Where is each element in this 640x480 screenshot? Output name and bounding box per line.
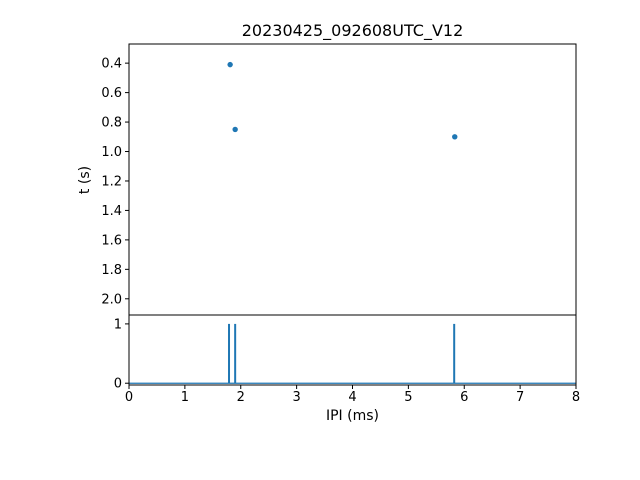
y-tick-label: 0.8 [101,116,122,131]
y-tick-label: 1.2 [101,174,122,189]
x-tick-label: 8 [572,390,580,405]
x-tick-label: 1 [181,390,189,405]
bottom-axes-frame [128,314,577,386]
y-tick-label: 2.0 [101,292,122,307]
x-tick-label: 4 [348,390,356,405]
chart-title: 20230425_092608UTC_V12 [241,21,464,40]
x-tick-label: 3 [292,390,300,405]
y-tick-label: 1.8 [101,263,122,278]
scatter-point [227,61,233,68]
y-tick-label: 0.6 [101,86,122,101]
x-tick-label: 2 [237,390,245,405]
x-tick-label: 7 [516,390,524,405]
x-tick-label: 5 [404,390,412,405]
scatter-point [232,126,238,133]
scatter-point [452,134,458,140]
x-tick-label: 0 [125,390,133,405]
x-tick-label: 6 [460,390,468,405]
y-tick-label: 1 [114,317,122,332]
y-tick-label: 1.4 [101,204,122,219]
y-tick-label: 1.6 [101,233,122,248]
y-tick-label: 0 [114,377,122,392]
top-axes-frame [128,43,577,316]
y-tick-label: 1.0 [101,145,122,160]
y-tick-label: 0.4 [101,57,122,72]
x-axis-label: IPI (ms) [325,408,379,424]
